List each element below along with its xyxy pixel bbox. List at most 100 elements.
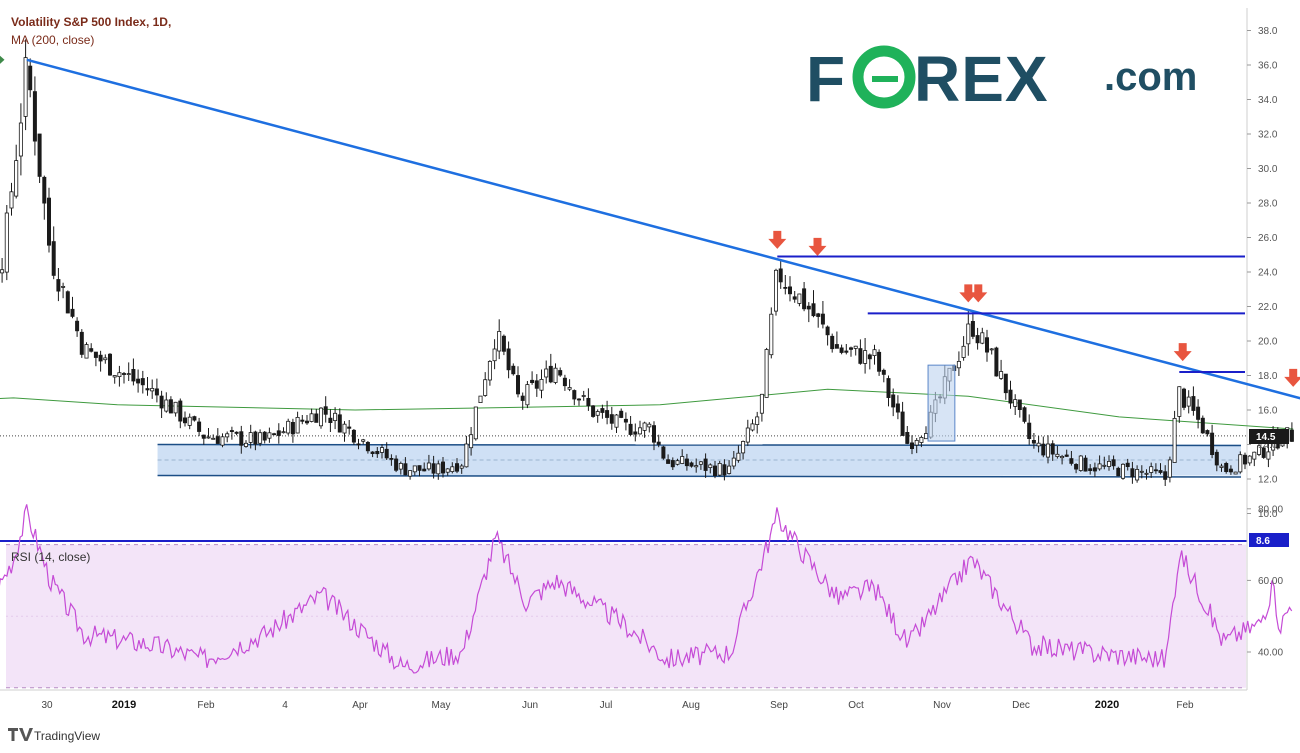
- candle: [666, 459, 671, 464]
- candle: [262, 431, 267, 441]
- arrow-down-icon: [1284, 368, 1300, 387]
- arrow-down-icon: [768, 230, 787, 249]
- candle: [450, 466, 455, 472]
- candle: [108, 353, 113, 376]
- candle: [98, 354, 103, 362]
- candle: [811, 303, 816, 317]
- candle: [717, 462, 722, 476]
- candle: [680, 456, 685, 464]
- candle: [774, 269, 779, 312]
- candle: [1252, 451, 1257, 460]
- candle: [600, 408, 605, 413]
- candles-group: [0, 39, 1294, 486]
- candle: [103, 357, 108, 361]
- candle: [89, 348, 94, 352]
- candle: [445, 468, 450, 473]
- price-tick-label: 38.0: [1258, 26, 1278, 37]
- candle: [1158, 470, 1163, 473]
- candle: [591, 405, 596, 417]
- candle: [910, 442, 915, 449]
- candle: [337, 414, 342, 433]
- candle: [586, 397, 591, 407]
- candle: [323, 406, 328, 415]
- rsi-axis-ticks: 40.00 60.00 80.00: [1247, 504, 1283, 659]
- candle: [173, 401, 178, 414]
- candle: [1031, 439, 1036, 444]
- candle: [727, 465, 732, 474]
- candle: [656, 441, 661, 445]
- time-tick-label: Oct: [848, 700, 864, 711]
- logo-o-icon: [852, 45, 916, 109]
- support-zone-top: [157, 443, 1242, 447]
- candle: [375, 450, 380, 455]
- candle: [788, 286, 793, 295]
- candle: [572, 390, 577, 400]
- candle: [1092, 467, 1097, 472]
- candle: [440, 461, 445, 474]
- candle: [225, 433, 230, 438]
- candle: [1228, 468, 1233, 473]
- candle: [84, 344, 89, 359]
- candle: [985, 337, 990, 353]
- candle: [708, 464, 713, 468]
- logo-letter-f: F: [806, 43, 846, 115]
- candle: [1289, 429, 1294, 442]
- candle: [408, 470, 413, 477]
- candle: [1088, 468, 1093, 472]
- candle: [136, 378, 141, 384]
- rsi-tick-label: 60.00: [1258, 576, 1283, 587]
- candle: [248, 432, 253, 443]
- candle: [792, 296, 797, 300]
- candle: [154, 388, 159, 396]
- candle: [623, 418, 628, 423]
- candle: [201, 434, 206, 439]
- candle: [1046, 443, 1051, 458]
- candle: [131, 368, 136, 382]
- ma-200-group: [0, 388, 1294, 430]
- candle: [778, 268, 783, 283]
- candle: [877, 351, 882, 372]
- candle: [1050, 443, 1055, 455]
- candle: [989, 348, 994, 351]
- candle: [1022, 407, 1027, 422]
- candle: [1196, 406, 1201, 420]
- candle: [1008, 389, 1013, 404]
- last-price-badge: 14.5: [1256, 432, 1276, 443]
- candle: [520, 395, 525, 401]
- time-tick-label: 4: [282, 700, 288, 711]
- candle: [970, 320, 975, 337]
- candle: [698, 461, 703, 465]
- candle: [1177, 386, 1182, 417]
- arrow-down-icon: [959, 284, 978, 303]
- price-tick-label: 20.0: [1258, 337, 1278, 348]
- time-tick-label: Jun: [522, 700, 538, 711]
- candle: [609, 414, 614, 424]
- forex-logo: F REX .com: [806, 43, 1197, 115]
- candle: [422, 468, 427, 472]
- candle: [1167, 459, 1172, 478]
- candle: [4, 212, 9, 273]
- candle: [168, 399, 173, 414]
- arrows-group: [0, 55, 1300, 387]
- candle: [595, 411, 600, 416]
- price-tick-label: 30.0: [1258, 164, 1278, 175]
- candle: [140, 378, 145, 386]
- candle: [642, 422, 647, 431]
- candle: [834, 344, 839, 349]
- candle: [858, 348, 863, 364]
- candle: [365, 441, 370, 452]
- arrow-down-icon: [808, 237, 827, 256]
- candle: [797, 293, 802, 304]
- candle: [1261, 447, 1266, 458]
- candle: [497, 330, 502, 352]
- candle: [234, 431, 239, 434]
- candle: [178, 400, 183, 422]
- candle: [473, 406, 478, 440]
- ma-indicator-label: MA (200, close): [11, 33, 94, 47]
- logo-letters-rex: REX: [914, 43, 1049, 115]
- candle: [764, 349, 769, 398]
- candle: [670, 460, 675, 468]
- candle: [300, 419, 305, 422]
- candle: [661, 446, 666, 459]
